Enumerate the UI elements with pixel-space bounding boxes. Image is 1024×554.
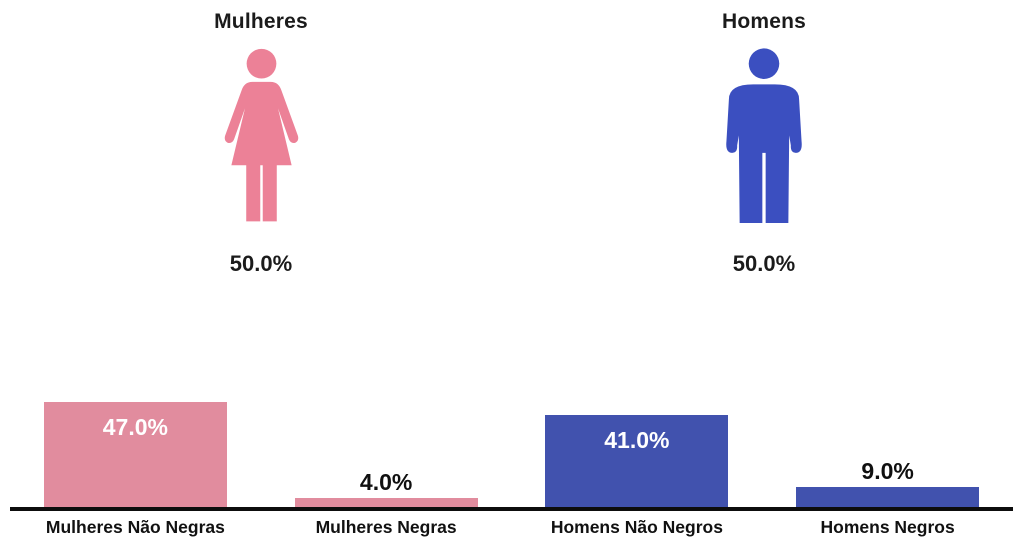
male-icon [726, 48, 802, 223]
bar-value-label: 9.0% [861, 457, 914, 484]
bars-row: 47.0% 4.0% 41.0% 9.0% [10, 380, 1013, 507]
bar-category-label: Homens Não Negros [550, 517, 723, 537]
bar-value-label: 47.0% [102, 413, 168, 440]
bar [545, 415, 729, 507]
bar [43, 401, 227, 507]
bar-category-label: Mulheres Negras [315, 517, 457, 537]
bar-value-label: 41.0% [604, 427, 670, 454]
pictogram-value-mulheres: 50.0% [229, 251, 293, 276]
bar [294, 498, 478, 507]
pictogram-group-homens: Homens 50.0% [664, 10, 864, 276]
bar-slot: 41.0% [512, 380, 763, 507]
bar [796, 486, 980, 507]
bar-slot: 47.0% [10, 380, 261, 507]
bar-category-label: Homens Negros [820, 517, 955, 537]
bar-slot: 9.0% [762, 380, 1013, 507]
pictogram-group-mulheres: Mulheres 50.0% [161, 10, 361, 276]
x-axis-line [10, 507, 1013, 511]
bar-slot: 4.0% [261, 380, 512, 507]
category-labels-row: Mulheres Não Negras Mulheres Negras Homens… [10, 517, 1013, 538]
female-icon [220, 48, 303, 223]
pictogram-value-homens: 50.0% [732, 251, 796, 276]
pictogram-title-mulheres: Mulheres [214, 10, 308, 33]
bar-value-label: 4.0% [359, 469, 413, 495]
bar-chart: 47.0% 4.0% 41.0% 9.0% Mulheres Não Negras Mu… [10, 380, 1013, 540]
bar-category-label: Mulheres Não Negras [45, 517, 225, 537]
pictogram-title-homens: Homens [721, 10, 807, 33]
